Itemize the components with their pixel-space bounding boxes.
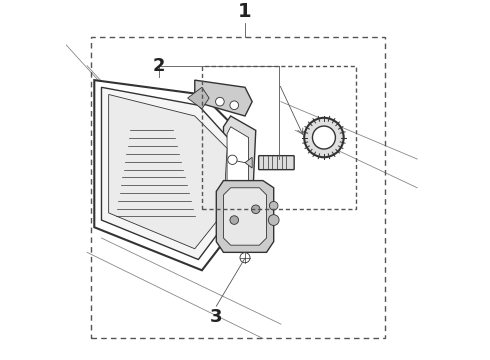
Circle shape: [313, 126, 336, 149]
Circle shape: [269, 215, 279, 225]
Circle shape: [228, 155, 237, 165]
Circle shape: [230, 216, 239, 224]
Text: 1: 1: [238, 3, 252, 22]
Polygon shape: [223, 116, 256, 224]
Polygon shape: [101, 87, 234, 260]
Circle shape: [240, 253, 250, 263]
Circle shape: [270, 201, 278, 210]
Circle shape: [304, 118, 343, 157]
Polygon shape: [109, 94, 227, 249]
Circle shape: [230, 101, 239, 109]
FancyBboxPatch shape: [259, 156, 294, 170]
Polygon shape: [245, 157, 252, 168]
Circle shape: [216, 97, 224, 106]
Polygon shape: [94, 80, 245, 270]
Polygon shape: [223, 188, 267, 245]
Polygon shape: [227, 127, 248, 209]
Text: 3: 3: [210, 308, 222, 326]
Polygon shape: [188, 87, 209, 109]
Polygon shape: [195, 80, 252, 116]
Text: 2: 2: [152, 57, 165, 75]
Circle shape: [251, 205, 260, 213]
Polygon shape: [216, 181, 274, 252]
